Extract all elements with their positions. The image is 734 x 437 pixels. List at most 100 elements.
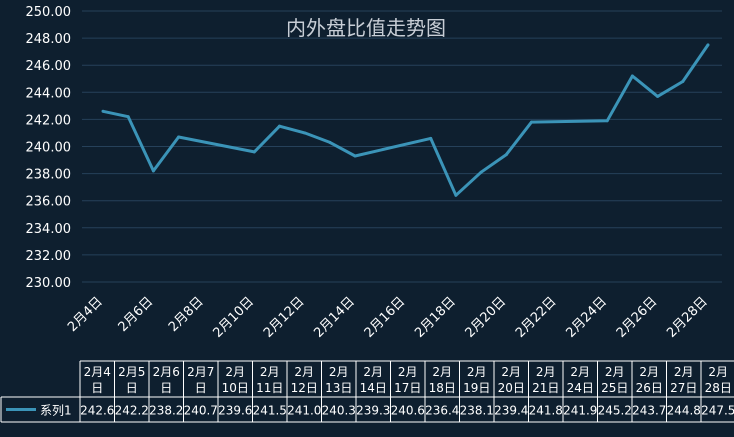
- table-header-cell: 日: [160, 381, 172, 395]
- table-header-cell: 日: [126, 381, 138, 395]
- data-point: [706, 43, 710, 47]
- table-value-cell: 239.6: [218, 404, 252, 418]
- table-header-cell: 10日: [222, 381, 249, 395]
- table-value-cell: 236.4: [425, 404, 459, 418]
- y-tick-label: 248.00: [26, 32, 72, 47]
- table-header-cell: 2月: [329, 365, 349, 379]
- table-header-cell: 18日: [429, 381, 456, 395]
- table-header-cell: 2月7: [187, 365, 214, 379]
- y-tick-label: 236.00: [26, 195, 72, 210]
- table-value-cell: 241.0: [287, 404, 321, 418]
- x-tick-label: 2月16日: [362, 294, 409, 341]
- data-point: [530, 120, 534, 124]
- data-point: [177, 135, 181, 139]
- table-header-cell: 17日: [394, 381, 421, 395]
- data-table: 2月4 日 2月5 日 2月6 日 2月7 日 2月 10日 2月 11日 2月 12日 2月 13日 2月 14…: [0, 360, 734, 423]
- x-tick-label: 2月18日: [412, 294, 459, 341]
- table-header-cell: 2月: [605, 365, 625, 379]
- x-tick-label: 2月22日: [513, 294, 560, 341]
- table-value-cell: 238.2: [149, 404, 183, 418]
- x-tick-label: 2月20日: [463, 294, 510, 341]
- table-value-cell: 238.1: [460, 404, 494, 418]
- y-tick-label: 230.00: [26, 276, 72, 291]
- table-header-cell: 13日: [325, 381, 352, 395]
- data-point: [504, 153, 508, 157]
- table-header-cell: 2月: [294, 365, 314, 379]
- data-point: [429, 136, 433, 140]
- data-point: [454, 193, 458, 197]
- legend-label: 系列1: [40, 404, 72, 418]
- table-value-cell: 239.4: [494, 404, 528, 418]
- table-header-cell: 2月: [432, 365, 452, 379]
- series-layer: [101, 43, 710, 197]
- table-value-cell: 241.8: [529, 404, 563, 418]
- table-header-cell: 27日: [670, 381, 697, 395]
- data-point: [630, 74, 634, 78]
- table-header-cell: 11日: [256, 381, 283, 395]
- table-value-cell: 245.2: [598, 404, 632, 418]
- table-value-cell: 242.2: [115, 404, 149, 418]
- x-tick-label: 2月14日: [311, 294, 358, 341]
- table-value-cell: 239.3: [356, 404, 390, 418]
- data-point: [605, 119, 609, 123]
- x-tick-label: 2月24日: [563, 294, 610, 341]
- table-header-cell: 25日: [601, 381, 628, 395]
- table-header-cell: 14日: [360, 381, 387, 395]
- data-point: [479, 170, 483, 174]
- data-point: [656, 94, 660, 98]
- table-header-cell: 28日: [705, 381, 732, 395]
- table-header-cell: 2月: [674, 365, 694, 379]
- x-axis-labels: 2月4日 2月6日 2月8日 2月10日 2月12日 2月14日 2月16日 2月18日 2月2…: [65, 294, 711, 341]
- y-tick-label: 232.00: [26, 249, 72, 264]
- y-tick-label: 250.00: [26, 5, 72, 20]
- chart-title: 内外盘比值走势图: [286, 16, 446, 40]
- table-header-cell: 2月: [639, 365, 659, 379]
- table-header-cell: 12日: [291, 381, 318, 395]
- table-header-cell: 26日: [636, 381, 663, 395]
- data-point: [353, 154, 357, 158]
- table-value-cell: 240.3: [322, 404, 356, 418]
- table-value-cell: 240.6: [391, 404, 425, 418]
- table-value-cell: 247.5: [701, 404, 734, 418]
- table-value-cell: 242.6: [80, 404, 114, 418]
- x-tick-label: 2月6日: [116, 294, 157, 335]
- table-value-cell: 241.9: [563, 404, 597, 418]
- table-header-cell: 2月: [225, 365, 245, 379]
- y-tick-label: 246.00: [26, 59, 72, 74]
- table-header-cell: 21日: [532, 381, 559, 395]
- table-value-cell: 240.7: [184, 404, 218, 418]
- table-header-cell: 2月: [363, 365, 383, 379]
- data-point: [303, 131, 307, 135]
- table-header-cell: 2月6: [153, 365, 180, 379]
- table-header-cell: 24日: [567, 381, 594, 395]
- x-tick-label: 2月4日: [65, 294, 106, 335]
- y-tick-label: 234.00: [26, 222, 72, 237]
- y-axis-labels: 230.00 232.00 234.00 236.00 238.00 240.00 242.…: [26, 5, 72, 291]
- table-header-cell: 2月: [570, 365, 590, 379]
- x-tick-label: 2月28日: [664, 294, 711, 341]
- x-tick-label: 2月10日: [211, 294, 258, 341]
- data-point: [277, 124, 281, 128]
- table-header-cell: 日: [91, 381, 103, 395]
- table-header-cell: 2月: [260, 365, 280, 379]
- y-tick-label: 242.00: [26, 113, 72, 128]
- table-value-cell: 241.5: [253, 404, 287, 418]
- table-header-cell: 2月: [708, 365, 728, 379]
- x-tick-label: 2月12日: [261, 294, 308, 341]
- series-line: [102, 44, 710, 197]
- data-point: [681, 79, 685, 83]
- table-header-cell: 2月: [467, 365, 487, 379]
- data-point: [126, 115, 130, 119]
- table-header-cell: 2月: [536, 365, 556, 379]
- x-tick-label: 2月26日: [614, 294, 661, 341]
- table-value-cell: 243.7: [632, 404, 666, 418]
- table-header-cell: 2月: [398, 365, 418, 379]
- data-point: [252, 150, 256, 154]
- y-tick-label: 240.00: [26, 141, 72, 156]
- table-header-cell: 2月: [501, 365, 521, 379]
- table-header-cell: 19日: [463, 381, 490, 395]
- y-tick-label: 244.00: [26, 86, 72, 101]
- data-point: [101, 109, 105, 113]
- data-point: [328, 140, 332, 144]
